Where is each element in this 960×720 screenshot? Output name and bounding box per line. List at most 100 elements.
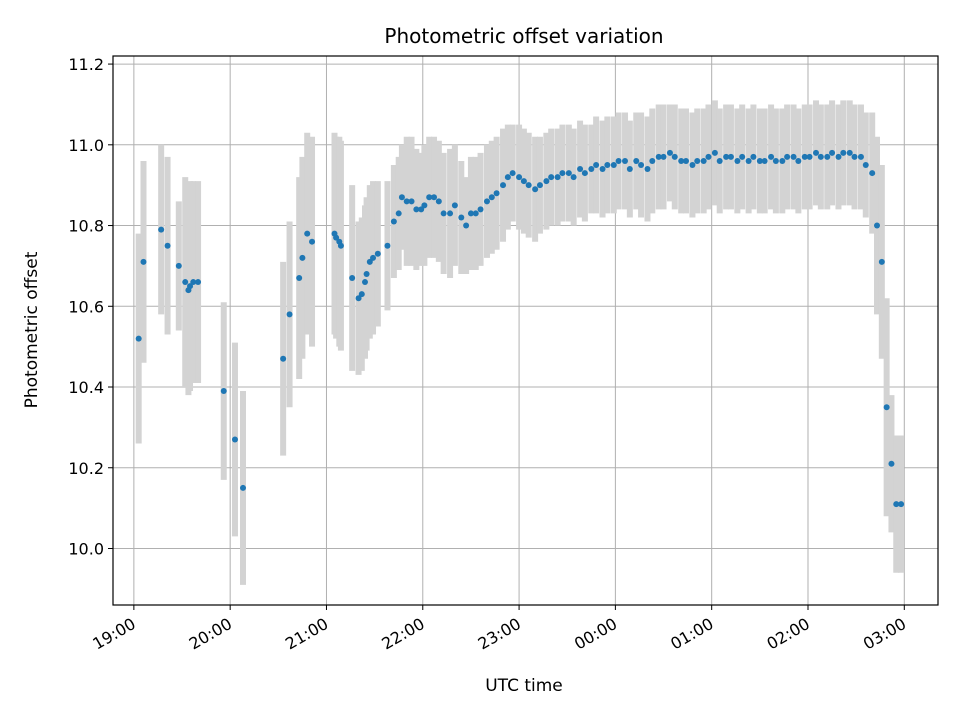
y-tick-label: 11.0 [68, 136, 104, 155]
data-point [483, 198, 490, 205]
data-point [801, 153, 808, 160]
x-tick-label: 21:00 [282, 614, 331, 654]
data-point [835, 153, 842, 160]
data-point [604, 161, 611, 168]
data-point [187, 283, 194, 290]
data-point [846, 149, 853, 156]
data-point [570, 174, 577, 181]
y-tick-label: 10.0 [68, 539, 104, 558]
data-point [509, 170, 516, 177]
data-point [304, 230, 311, 237]
data-point [525, 182, 532, 189]
data-point [615, 157, 622, 164]
data-point [565, 170, 572, 177]
y-axis-label: Photometric offset [22, 251, 42, 408]
data-point [390, 218, 397, 225]
data-point [599, 166, 606, 173]
data-point [806, 153, 813, 160]
data-point [824, 153, 831, 160]
data-point [536, 182, 543, 189]
data-point [403, 198, 410, 205]
x-tick-label: 02:00 [764, 614, 813, 654]
x-tick-label: 03:00 [860, 614, 909, 654]
data-point [361, 279, 368, 286]
data-point [700, 157, 707, 164]
data-point [761, 157, 768, 164]
data-point [384, 242, 391, 249]
data-point [622, 157, 629, 164]
y-tick-label: 11.2 [68, 55, 104, 74]
data-point [638, 161, 645, 168]
data-point [660, 153, 667, 160]
data-point [398, 194, 405, 201]
data-point [745, 157, 752, 164]
data-point [408, 198, 415, 205]
data-point [140, 258, 147, 265]
data-point [458, 214, 465, 221]
data-point [472, 210, 479, 217]
error-bars [135, 100, 905, 585]
data-point [878, 258, 885, 265]
data-point [366, 258, 373, 265]
data-point [817, 153, 824, 160]
data-point [493, 190, 500, 197]
data-point [678, 157, 685, 164]
data-point [548, 174, 555, 181]
data-point [280, 355, 287, 362]
data-point [418, 206, 425, 213]
data-point [447, 210, 454, 217]
data-point [451, 202, 458, 209]
data-point [363, 270, 370, 277]
data-point [240, 484, 247, 491]
data-point [705, 153, 712, 160]
data-point [784, 153, 791, 160]
data-point [610, 161, 617, 168]
data-point [395, 210, 402, 217]
x-tick-label: 00:00 [571, 614, 620, 654]
data-point [440, 210, 447, 217]
data-point [504, 174, 511, 181]
data-point [231, 436, 238, 443]
y-tick-label: 10.6 [68, 297, 104, 316]
data-point [716, 157, 723, 164]
data-point [874, 222, 881, 229]
data-point [593, 161, 600, 168]
x-axis-label: UTC time [485, 676, 563, 696]
data-point [671, 153, 678, 160]
data-point [633, 157, 640, 164]
data-point [581, 170, 588, 177]
data-point [554, 174, 561, 181]
data-point [370, 254, 377, 261]
data-point [756, 157, 763, 164]
data-points [135, 149, 905, 508]
data-point [135, 335, 142, 342]
data-point [349, 275, 356, 282]
x-tick-label: 20:00 [186, 614, 235, 654]
data-point [296, 275, 303, 282]
data-point [220, 388, 227, 395]
data-point [477, 206, 484, 213]
data-point [588, 166, 595, 173]
data-point [426, 194, 433, 201]
data-point [739, 153, 746, 160]
data-point [644, 166, 651, 173]
y-tick-label: 10.2 [68, 459, 104, 478]
x-tick-label: 23:00 [475, 614, 524, 654]
data-point [532, 186, 539, 193]
data-point [689, 161, 696, 168]
y-tick-label: 10.4 [68, 378, 104, 397]
data-point [795, 157, 802, 164]
data-point [559, 170, 566, 177]
data-point [333, 234, 340, 241]
x-tick-label: 01:00 [667, 614, 716, 654]
x-axis-ticks: 19:00 20:00 21:00 22:00 23:00 00:00 01:00 02:00… [89, 605, 909, 654]
data-point [516, 174, 523, 181]
data-point [358, 291, 365, 298]
y-tick-label: 10.8 [68, 217, 104, 236]
data-point [869, 170, 876, 177]
data-point [851, 153, 858, 160]
chart-title: Photometric offset variation [384, 24, 663, 48]
data-point [421, 202, 428, 209]
data-point [888, 460, 895, 467]
